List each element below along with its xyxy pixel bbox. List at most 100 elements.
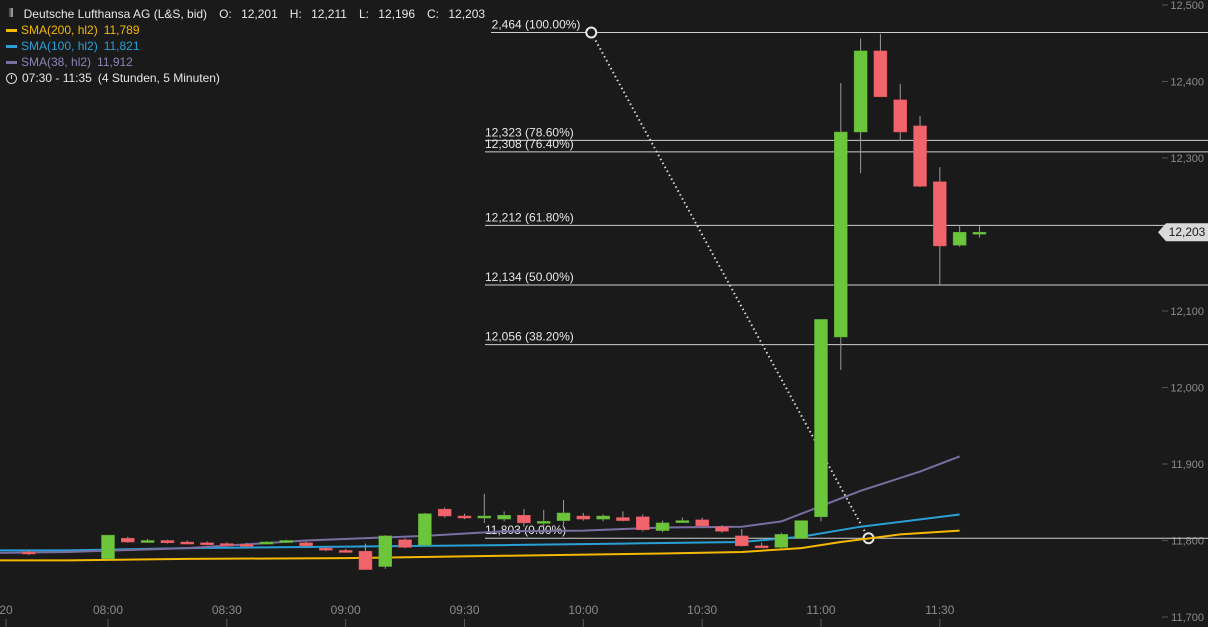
sma38-value: 11,912 [97,55,133,69]
candle-body [457,515,472,519]
candle-body [675,520,690,523]
candle-body [655,522,670,531]
clock-icon [6,72,17,84]
candle-body [794,520,808,539]
legend-sma100[interactable]: SMA(100, hl2) 11,821 [3,38,492,54]
candle-body [180,541,194,545]
candle-body [972,231,987,235]
candle-body [220,543,234,546]
candle-body [378,535,393,567]
candle-body [873,50,888,98]
sma200-value: 11,789 [103,23,140,37]
candle-body [814,319,828,518]
candle-body [636,516,650,531]
time-range: 07:30 - 11:35 [22,71,92,85]
fib-level-label: 12,308 (76.40%) [485,137,574,151]
low-value: 12,196 [378,7,415,21]
sma38-name: SMA(38, hl2) [21,55,92,69]
sma100-value: 11,821 [103,39,140,53]
candle-body [497,515,511,520]
x-tick-label: 10:30 [687,603,717,617]
candle-body [299,542,313,547]
fib-level-label: 12,212 (61.80%) [485,210,574,224]
candle-body [616,517,630,521]
candle-body [160,540,175,544]
y-tick-label: 11,900 [1171,459,1204,471]
sma100-swatch [6,44,17,48]
candle-body [358,550,373,570]
time-span: (4 Stunden, 5 Minuten) [97,71,220,85]
legend-sma38[interactable]: SMA(38, hl2) 11,912 [3,54,492,70]
fib-level-label: 12,323 (78.60%) [485,125,574,139]
candle-body [319,547,333,551]
candle-body [101,534,115,560]
candlestick-chart-icon[interactable]: ⫼ [9,8,14,19]
candle-body [933,181,947,247]
fib-level-label: 12,134 (50.00%) [485,270,574,284]
sma-line [0,455,960,554]
sma38-swatch [6,60,17,64]
candle-body [695,519,709,527]
high-value: 12,211 [311,7,347,21]
candle-body [477,515,492,519]
close-label: C: 12,203 [427,7,486,21]
candle-body [754,545,769,549]
sma200-swatch [6,28,17,32]
legend-sma200[interactable]: SMA(200, hl2) 11,789 [3,22,492,38]
x-tick-label: 10:00 [568,603,598,617]
y-tick-label: 12,000 [1170,383,1204,395]
candle-body [853,50,868,133]
x-tick-label: 11:00 [806,603,835,617]
candle-body [121,537,135,543]
candle-body [556,512,571,521]
time-range-row[interactable]: 07:30 - 11:35 (4 Stunden, 5 Minuten) [3,70,492,86]
high-label: H: 12,211 [289,7,347,21]
candle-body [279,540,293,543]
candle-body [952,231,967,246]
sma200-name: SMA(200, hl2) [21,23,98,37]
sma-line [0,529,960,562]
x-tick-label: 09:00 [331,603,361,617]
chart-legend: ⫼ Deutsche Lufthansa AG (L&S, bid) O: 12… [3,6,492,86]
candle-body [437,508,452,517]
candle-body [239,544,254,547]
last-price-badge [1158,223,1208,242]
y-tick-label: 12,100 [1170,306,1204,318]
candle-body [536,521,551,524]
candle-body [913,125,927,187]
fib-anchor-start [585,26,598,39]
x-tick-label: 08:30 [212,603,242,617]
candle-body [140,540,155,543]
last-price-label: 12,203 [1169,225,1206,239]
x-tick-label: 09:30 [449,603,479,617]
y-tick-label: 11,700 [1171,612,1204,624]
candle-body [200,542,214,546]
candle-body [338,550,353,553]
open-label: O: 12,201 [219,7,278,21]
candle-body [735,535,749,547]
low-label: L: 12,196 [358,7,415,21]
y-tick-label: 11,800 [1171,536,1204,548]
fib-trendline [590,32,870,539]
candle-body [596,515,610,520]
candle-body [259,541,274,545]
candle-body [418,513,432,546]
candle-body [893,99,907,133]
x-tick-label: 08:00 [93,603,123,617]
y-tick-label: 12,300 [1170,153,1204,165]
y-tick-label: 12,500 [1170,0,1204,12]
candle-body [834,131,848,338]
fib-level-label: 12,464 (100.00%) [485,18,580,32]
close-value: 12,203 [448,7,486,21]
instrument-header: ⫼ Deutsche Lufthansa AG (L&S, bid) O: 12… [3,6,492,22]
candle-body [576,515,591,520]
candle-body [398,539,412,548]
sma100-name: SMA(100, hl2) [21,39,98,53]
instrument-name: Deutsche Lufthansa AG (L&S, bid) [23,7,208,21]
candle-body [22,551,36,555]
y-tick-label: 12,400 [1170,77,1204,89]
candle-body [774,534,789,548]
candle-body [715,526,729,532]
x-tick-label: 20 [0,603,13,617]
